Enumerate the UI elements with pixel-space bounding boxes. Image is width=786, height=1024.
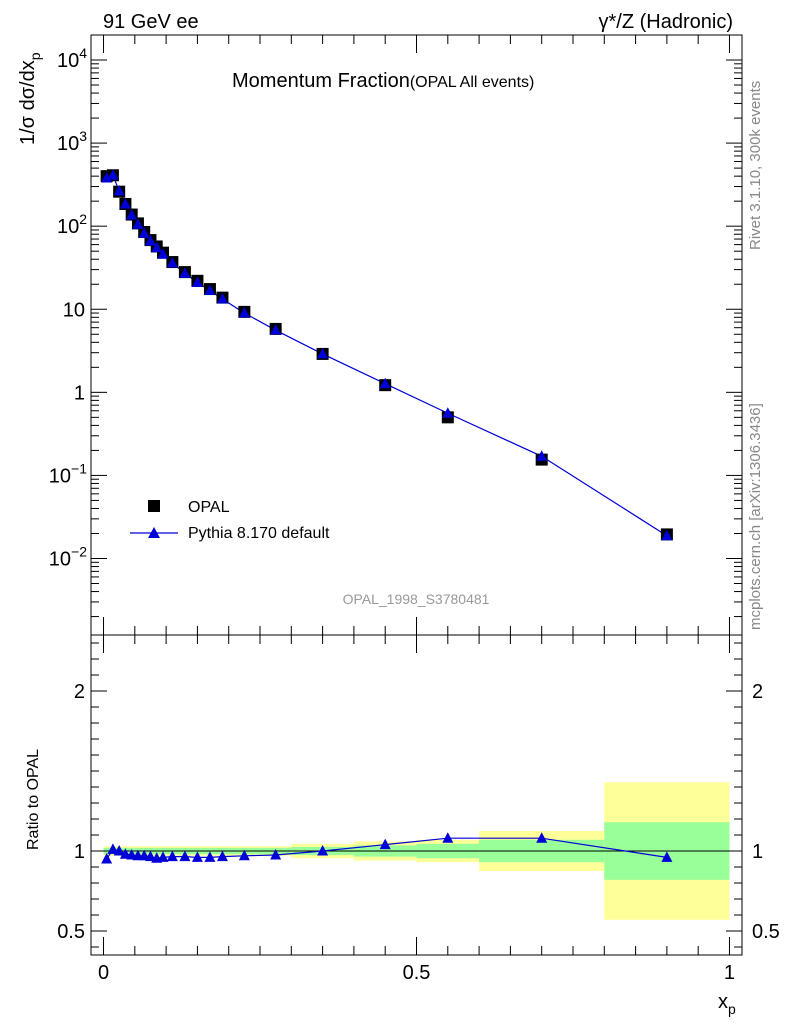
main-y-tick-label: 1 <box>74 382 85 404</box>
ratio-x-ticks: 0 0.5 1 <box>98 635 735 984</box>
pythia-point <box>144 235 156 246</box>
pythia-point <box>126 209 138 220</box>
main-y-tick-base: 10 <box>57 50 79 72</box>
pythia-point <box>132 218 144 229</box>
pythia-point <box>166 257 178 268</box>
ratio-point <box>216 850 228 862</box>
pythia-point <box>216 292 228 304</box>
header-right: γ*/Z (Hadronic) <box>599 11 733 33</box>
pythia-point <box>157 248 169 259</box>
main-title-sub: (OPAL All events) <box>410 74 535 91</box>
ratio-point <box>144 850 156 862</box>
ratio-y-tick-label-left: 2 <box>74 681 85 703</box>
pythia-point <box>191 276 203 287</box>
ratio-ylabel: Ratio to OPAL <box>25 749 42 850</box>
main-ylabel: 1/σ dσ/dxp <box>17 52 43 145</box>
mcplots-label: mcplots.cern.ch [arXiv:1306.3436] <box>747 403 764 630</box>
ratio-point <box>107 843 119 854</box>
ratio-point <box>270 849 282 860</box>
main-y-tick-base: 10 <box>49 548 71 570</box>
ratio-point <box>204 851 216 862</box>
ratio-y-tick-label-right: 0.5 <box>752 921 780 943</box>
ratio-xlabel-sub: p <box>728 1001 736 1017</box>
pythia-point <box>379 377 391 389</box>
ratio-point <box>442 832 454 843</box>
ratio-xlabel: xp <box>718 991 736 1017</box>
ratio-x-tick-label: 0 <box>98 962 109 984</box>
main-y-tick-base: 10 <box>49 465 71 487</box>
main-y-tick-base: 10 <box>57 216 79 238</box>
ratio-point <box>379 838 391 850</box>
ratio-y-tick-label-left: 0.5 <box>57 921 85 943</box>
pythia-point <box>101 172 113 183</box>
ratio-point <box>166 850 178 862</box>
ratio-y-ticks: 0.5 0.5 1 1 2 2 <box>57 642 780 948</box>
ratio-x-tick-label: 0.5 <box>403 962 431 984</box>
pythia-point <box>317 347 329 359</box>
ratio-x-tick-label: 1 <box>724 962 735 984</box>
ratio-point <box>238 849 250 861</box>
pythia-point <box>536 450 548 461</box>
pythia-point <box>238 307 250 318</box>
ratio-panel: 0.5 0.51 12 2 0 0.5 1 Ratio to OPAL xp <box>25 634 780 1017</box>
main-ylabel-text: 1/σ dσ/dx <box>17 60 39 145</box>
ratio-point <box>536 832 548 843</box>
watermark: OPAL_1998_S3780481 <box>343 591 490 607</box>
ratio-xlabel-text: x <box>718 991 728 1013</box>
main-y-tick-exp: 2 <box>79 211 87 227</box>
main-x-ticks <box>103 35 730 635</box>
ratio-point <box>191 851 203 862</box>
ratio-point <box>661 851 673 862</box>
ratio-point <box>317 845 329 856</box>
main-ylabel-sub: p <box>27 52 43 60</box>
pythia-point <box>138 227 150 238</box>
pythia-curve <box>106 174 668 537</box>
legend-opal-marker <box>148 500 160 512</box>
ratio-point <box>113 845 125 856</box>
ratio-point <box>101 853 113 864</box>
legend-pythia-label: Pythia 8.170 default <box>188 525 330 542</box>
main-y-tick-exp: 3 <box>79 128 87 144</box>
main-frame <box>90 34 743 636</box>
header-left: 91 GeV ee <box>103 11 199 33</box>
main-y-tick-label: 10−2 <box>49 543 87 570</box>
main-y-tick-exp: 4 <box>79 45 87 61</box>
ratio-y-tick-label-right: 1 <box>752 841 763 863</box>
main-y-tick-base: 1 <box>74 382 85 404</box>
legend-pythia-marker <box>148 527 160 538</box>
pythia-line <box>106 174 668 537</box>
main-y-tick-label: 10 <box>63 299 85 321</box>
pythia-point <box>179 267 191 278</box>
pythia-point <box>204 284 216 296</box>
main-y-tick-exp: −2 <box>71 543 87 559</box>
main-title: Momentum Fraction(OPAL All events) <box>232 70 534 92</box>
main-y-tick-label: 103 <box>57 128 87 155</box>
main-y-tick-label: 104 <box>57 45 87 72</box>
pythia-point <box>442 407 454 418</box>
rivet-label: Rivet 3.1.10, 300k events <box>747 81 764 250</box>
main-y-tick-base: 10 <box>57 133 79 155</box>
pythia-point <box>113 185 125 196</box>
pythia-markers <box>101 169 673 541</box>
pythia-point <box>270 324 282 335</box>
ratio-point <box>157 851 169 862</box>
pythia-point <box>119 197 131 209</box>
pythia-point <box>151 241 163 253</box>
ratio-pythia-markers <box>101 832 673 864</box>
pythia-point <box>107 169 119 180</box>
pythia-point <box>661 529 673 541</box>
main-panel: Momentum Fraction(OPAL All events) 1/σ d… <box>17 34 743 636</box>
main-title-text: Momentum Fraction <box>232 70 410 92</box>
legend-opal-label: OPAL <box>188 499 230 516</box>
legend: OPAL Pythia 8.170 default <box>130 499 330 542</box>
main-y-tick-label: 10−1 <box>49 460 87 487</box>
ratio-y-tick-label-right: 2 <box>752 681 763 703</box>
ratio-y-tick-label-left: 1 <box>74 841 85 863</box>
main-y-tick-base: 10 <box>63 299 85 321</box>
main-y-tick-label: 102 <box>57 211 87 238</box>
main-y-tick-exp: −1 <box>71 460 87 476</box>
ratio-point <box>179 850 191 862</box>
